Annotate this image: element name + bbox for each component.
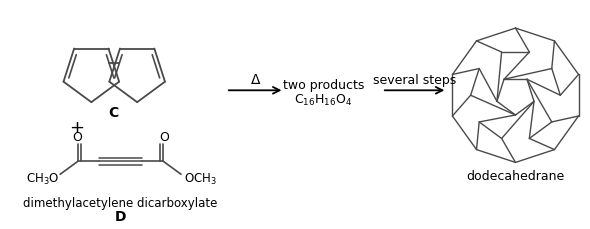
- Text: C: C: [109, 106, 119, 120]
- Text: two products: two products: [283, 79, 364, 92]
- Text: dimethylacetylene dicarboxylate: dimethylacetylene dicarboxylate: [24, 197, 218, 210]
- Text: OCH$_3$: OCH$_3$: [184, 172, 217, 187]
- Text: C$_{16}$H$_{16}$O$_{4}$: C$_{16}$H$_{16}$O$_{4}$: [294, 93, 353, 108]
- Text: O: O: [159, 131, 169, 144]
- Text: +: +: [69, 119, 84, 137]
- Text: O: O: [72, 131, 81, 144]
- Text: dodecahedrane: dodecahedrane: [466, 170, 565, 183]
- Text: several steps: several steps: [373, 74, 456, 87]
- Text: Δ: Δ: [250, 74, 260, 87]
- Text: D: D: [115, 210, 126, 224]
- Text: CH$_3$O: CH$_3$O: [26, 172, 59, 187]
